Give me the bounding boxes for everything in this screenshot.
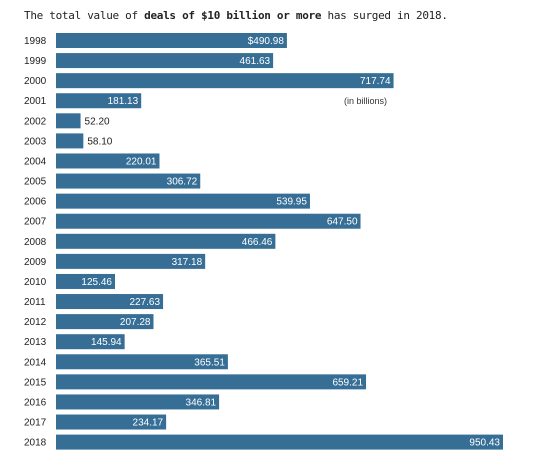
value-label-2018: 950.43 (469, 438, 500, 449)
year-label-2007: 2007 (24, 217, 47, 228)
value-label-2014: 365.51 (194, 357, 225, 368)
year-label-2001: 2001 (24, 96, 47, 107)
bar-2018 (56, 434, 503, 450)
value-label-2003: 58.10 (87, 136, 112, 147)
bar-2011 (56, 294, 164, 310)
value-label-2016: 346.81 (186, 397, 217, 408)
year-label-2005: 2005 (24, 177, 47, 188)
value-label-1999: 461.63 (240, 56, 271, 67)
chart-title: The total value of deals of $10 billion … (24, 9, 448, 22)
year-label-2008: 2008 (24, 237, 47, 248)
bar-1998 (56, 33, 287, 48)
bar-2014 (56, 354, 228, 370)
year-label-2003: 2003 (24, 136, 47, 147)
bar-1999 (56, 53, 274, 69)
value-label-2013: 145.94 (91, 337, 122, 348)
year-label-2010: 2010 (24, 277, 47, 288)
title-bold: deals of $10 billion or more (144, 9, 322, 22)
value-label-2009: 317.18 (172, 257, 203, 268)
value-label-2017: 234.17 (133, 418, 164, 429)
value-label-1998: $490.98 (248, 36, 285, 47)
year-label-2016: 2016 (24, 397, 47, 408)
year-label-2014: 2014 (24, 357, 47, 368)
value-label-2010: 125.46 (81, 277, 112, 288)
year-label-2018: 2018 (24, 438, 47, 449)
bar-2007 (56, 213, 361, 229)
bar-2016 (56, 394, 220, 410)
year-label-2002: 2002 (24, 116, 47, 127)
value-label-2012: 207.28 (120, 317, 151, 328)
bar-2005 (56, 173, 201, 189)
year-label-2017: 2017 (24, 418, 47, 429)
bar-2012 (56, 314, 154, 330)
bars-group: 1998 $490.98 1999 461.63 2000 717.74 2001 181.1… (24, 33, 503, 450)
year-label-2015: 2015 (24, 377, 47, 388)
year-label-2013: 2013 (24, 337, 47, 348)
year-label-2009: 2009 (24, 257, 47, 268)
value-label-2000: 717.74 (360, 76, 391, 87)
bar-2009 (56, 253, 206, 269)
bar-2002 (56, 113, 81, 129)
bar-2013 (56, 334, 125, 350)
value-label-2004: 220.01 (126, 156, 157, 167)
bar-2008 (56, 233, 276, 249)
value-label-2005: 306.72 (167, 177, 198, 188)
bar-2000 (56, 73, 394, 89)
bar-2015 (56, 374, 367, 390)
value-label-2002: 52.20 (85, 116, 110, 127)
year-label-1998: 1998 (24, 36, 47, 47)
title-suffix: has surged in 2018. (321, 9, 448, 22)
bar-2001 (56, 93, 142, 109)
value-label-2008: 466.46 (242, 237, 273, 248)
value-label-2015: 659.21 (332, 377, 363, 388)
value-label-2006: 539.95 (276, 197, 307, 208)
year-label-1999: 1999 (24, 56, 47, 67)
bar-2003 (56, 133, 84, 149)
value-label-2001: 181.13 (108, 96, 139, 107)
year-label-2004: 2004 (24, 156, 47, 167)
bar-2004 (56, 153, 160, 169)
units-note: (in billions) (344, 96, 387, 106)
year-label-2011: 2011 (24, 297, 46, 308)
bar-2010 (56, 273, 116, 289)
title-prefix: The total value of (24, 9, 145, 22)
value-label-2007: 647.50 (327, 217, 358, 228)
year-label-2000: 2000 (24, 76, 47, 87)
bar-2017 (56, 414, 167, 430)
value-label-2011: 227.63 (129, 297, 160, 308)
bar-2006 (56, 193, 310, 209)
year-label-2012: 2012 (24, 317, 47, 328)
year-label-2006: 2006 (24, 197, 47, 208)
